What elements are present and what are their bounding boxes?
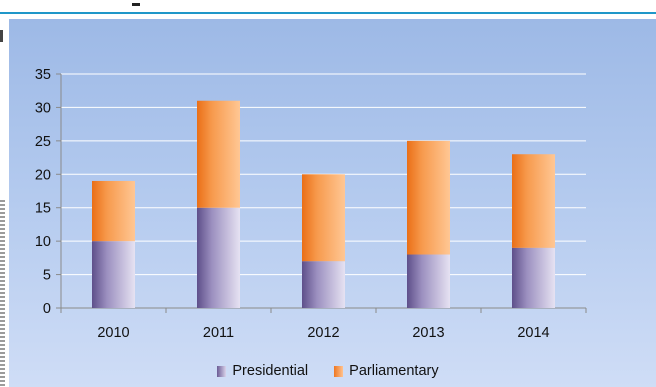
x-tick-labels: 2010 2011 2012 2013 2014 — [97, 325, 549, 341]
header-rule — [0, 12, 656, 14]
y-tick-label: 35 — [35, 67, 51, 83]
bar-presidential-2014 — [512, 247, 555, 308]
x-tick-label: 2011 — [203, 325, 234, 341]
legend-item-parliamentary: Parliamentary — [334, 363, 439, 379]
y-tick-label: 10 — [35, 234, 51, 250]
x-tick-label: 2013 — [412, 325, 444, 341]
y-tick-label: 25 — [35, 134, 51, 150]
legend: Presidential Parliamentary — [0, 361, 656, 381]
bar-parliamentary-2013 — [407, 140, 450, 255]
bar-presidential-2010 — [92, 241, 135, 308]
legend-label-presidential: Presidential — [232, 363, 309, 379]
legend-swatch-presidential — [217, 365, 227, 377]
cropped-source-text — [0, 200, 5, 387]
bar-presidential-2012 — [302, 261, 345, 308]
bar-presidential-2013 — [407, 254, 450, 308]
cropped-title-fragment — [132, 3, 140, 6]
bar-parliamentary-2014 — [512, 154, 555, 248]
bar-parliamentary-2011 — [197, 100, 240, 208]
bar-parliamentary-2012 — [302, 174, 345, 262]
legend-item-presidential: Presidential — [217, 363, 308, 379]
bar-presidential-2011 — [197, 207, 240, 308]
bar-parliamentary-2010 — [92, 180, 135, 242]
y-tick-label: 5 — [43, 268, 51, 284]
x-tick-label: 2014 — [517, 325, 549, 341]
top-band — [0, 0, 656, 12]
y-tick-labels: 0 5 10 15 20 25 30 35 — [35, 67, 51, 317]
y-tick-label: 15 — [35, 201, 51, 217]
x-tick-label: 2012 — [307, 325, 339, 341]
x-tick-label: 2010 — [97, 325, 129, 341]
legend-swatch-parliamentary — [334, 365, 344, 377]
bars — [92, 100, 555, 308]
y-tick-label: 0 — [43, 301, 51, 317]
y-tick-label: 20 — [35, 167, 51, 183]
y-tick-label: 30 — [35, 100, 51, 116]
edge-fragment — [0, 30, 3, 42]
legend-label-parliamentary: Parliamentary — [349, 363, 439, 379]
